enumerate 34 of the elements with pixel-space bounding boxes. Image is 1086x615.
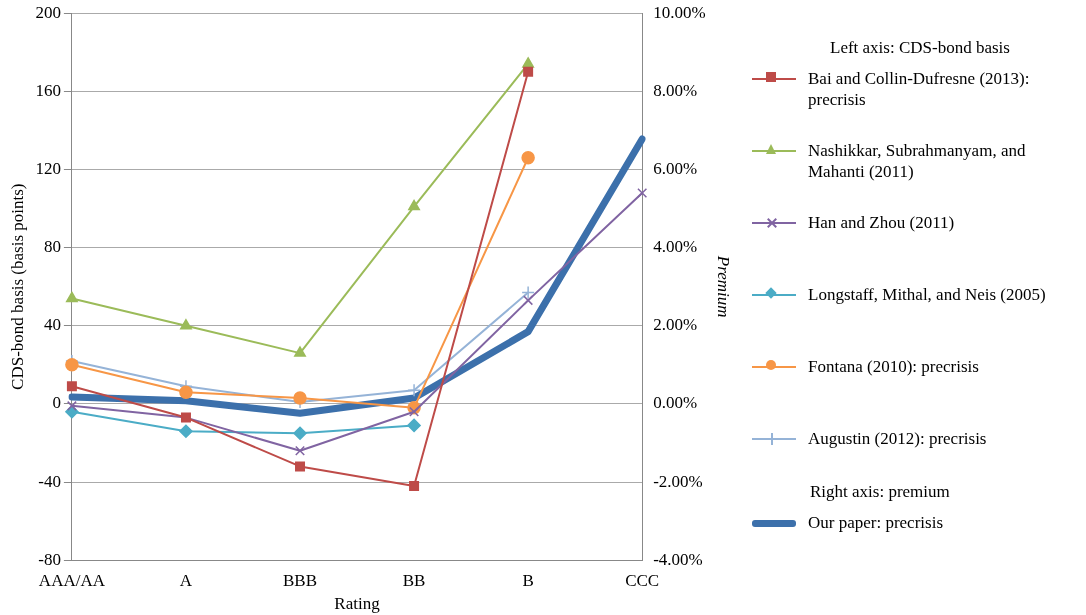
- y-tick-label: -80: [38, 549, 61, 569]
- y2-tick-label: -2.00%: [653, 471, 703, 491]
- x-tick-label: B: [522, 570, 534, 590]
- y-tick-label: 160: [35, 80, 61, 100]
- y2-tick-label: 10.00%: [653, 2, 706, 22]
- y-tick-label: 0: [52, 393, 61, 413]
- legend-label: Nashikkar, Subrahmanyam, and Mahanti (2011): [808, 140, 1027, 182]
- y2-tick-label: 8.00%: [653, 80, 698, 100]
- x-tick-label: BBB: [283, 570, 318, 590]
- y2-tick-label: 4.00%: [653, 237, 698, 257]
- legend-label: Han and Zhou (2011): [808, 212, 956, 233]
- y2-tick-label: 6.00%: [653, 158, 698, 178]
- legend-label: Augustin (2012): precrisis: [808, 428, 988, 449]
- x-tick-label: AAA/AA: [38, 570, 106, 590]
- text: Right axis: premium: [810, 482, 951, 502]
- x-tick-label: CCC: [625, 570, 660, 590]
- x-axis-title: Rating: [334, 594, 381, 614]
- y2-tick-label: 0.00%: [653, 393, 698, 413]
- y2-tick-label: -4.00%: [653, 549, 703, 569]
- legend-label: Fontana (2010): precrisis: [808, 356, 980, 377]
- legend-label: Bai and Collin-Dufresne (2013): precrisis: [808, 68, 1031, 110]
- x-tick-label: A: [179, 570, 193, 590]
- legend-title: Left axis: CDS-bond basis: [830, 38, 1011, 58]
- x-tick-label: BB: [402, 570, 426, 590]
- y-tick-label: 80: [43, 237, 61, 257]
- y-tick-label: 200: [35, 2, 61, 22]
- y-tick-label: 120: [35, 158, 61, 178]
- y-tick-label: 40: [43, 315, 61, 335]
- legend-label: Longstaff, Mithal, and Neis (2005): [808, 284, 1047, 305]
- y2-axis-title: Premium: [714, 254, 734, 318]
- y-tick-label: -40: [38, 471, 61, 491]
- y-axis-title: CDS-bond basis (basis points): [7, 183, 27, 390]
- y2-tick-label: 2.00%: [653, 315, 698, 335]
- legend-label: Our paper: precrisis: [808, 512, 944, 533]
